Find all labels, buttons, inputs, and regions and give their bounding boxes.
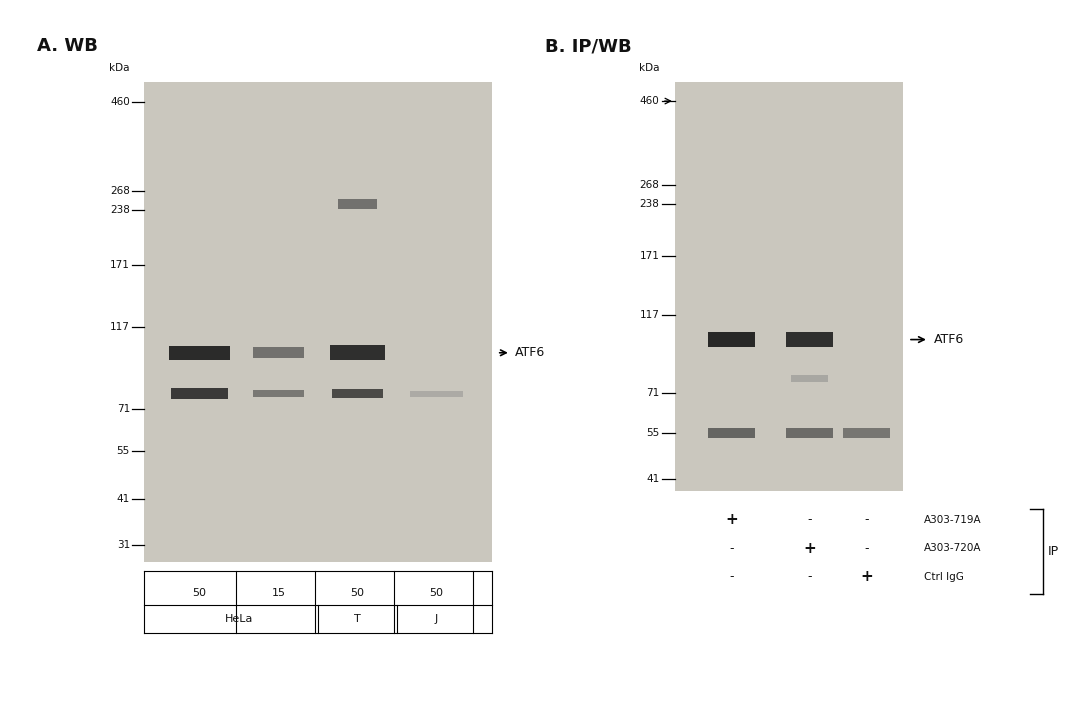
Text: 268: 268: [110, 186, 130, 196]
Text: 460: 460: [110, 97, 130, 107]
Text: 41: 41: [117, 494, 130, 504]
Bar: [253, 348, 305, 358]
Text: -: -: [730, 542, 734, 555]
Text: 71: 71: [646, 388, 659, 398]
Bar: [410, 391, 463, 396]
Text: HeLa: HeLa: [225, 615, 253, 625]
Text: 71: 71: [117, 404, 130, 414]
Text: A303-719A: A303-719A: [923, 515, 982, 525]
Bar: [708, 332, 755, 347]
Text: 238: 238: [639, 199, 659, 209]
Text: ATF6: ATF6: [934, 333, 964, 346]
Text: 117: 117: [639, 310, 659, 320]
Text: Ctrl IgG: Ctrl IgG: [923, 572, 963, 582]
Text: -: -: [808, 570, 812, 583]
Text: 55: 55: [646, 428, 659, 438]
Bar: [330, 345, 384, 361]
Text: IP: IP: [1048, 545, 1059, 558]
Text: A. WB: A. WB: [37, 37, 98, 56]
Bar: [843, 428, 890, 438]
Text: 15: 15: [271, 588, 285, 598]
Text: J: J: [435, 615, 438, 625]
Bar: [786, 333, 833, 347]
Text: 171: 171: [110, 260, 130, 270]
Text: 460: 460: [639, 96, 659, 106]
Text: -: -: [730, 570, 734, 583]
Bar: [675, 82, 903, 491]
Text: kDa: kDa: [109, 63, 130, 73]
Text: +: +: [860, 569, 873, 584]
Text: +: +: [726, 513, 739, 528]
Text: A303-720A: A303-720A: [923, 543, 981, 553]
Bar: [170, 346, 230, 360]
Text: kDa: kDa: [638, 63, 659, 73]
Text: 31: 31: [117, 540, 130, 550]
Text: 50: 50: [192, 588, 206, 598]
Bar: [338, 198, 377, 208]
Bar: [332, 389, 383, 398]
Text: ATF6: ATF6: [515, 346, 545, 359]
Text: 55: 55: [117, 446, 130, 456]
Text: 117: 117: [110, 322, 130, 332]
Text: 50: 50: [351, 588, 364, 598]
Text: B. IP/WB: B. IP/WB: [545, 37, 632, 56]
Bar: [171, 388, 228, 399]
Bar: [144, 82, 492, 562]
Text: -: -: [864, 513, 868, 526]
Text: +: +: [804, 540, 816, 555]
Text: -: -: [808, 513, 812, 526]
Bar: [253, 390, 305, 398]
Bar: [786, 428, 833, 438]
Text: 41: 41: [646, 474, 659, 484]
Text: -: -: [864, 542, 868, 555]
Text: 268: 268: [639, 181, 659, 191]
Bar: [708, 428, 755, 438]
Text: 171: 171: [639, 251, 659, 261]
Text: T: T: [354, 615, 361, 625]
Text: 50: 50: [430, 588, 444, 598]
Bar: [791, 375, 828, 382]
Text: 238: 238: [110, 206, 130, 216]
